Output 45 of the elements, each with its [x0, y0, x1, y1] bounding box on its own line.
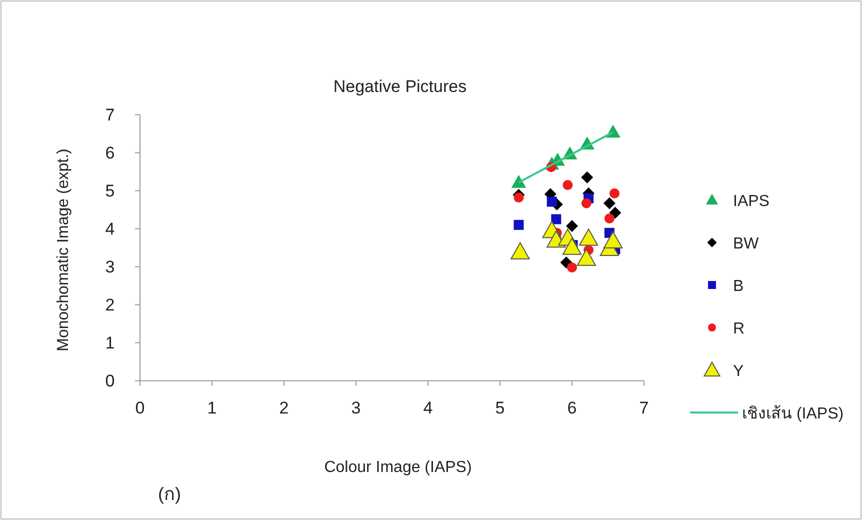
y-tick-label: 4: [105, 220, 115, 239]
point: [566, 220, 578, 232]
y-tick-label: 1: [105, 334, 115, 353]
x-tick-label: 6: [567, 398, 577, 418]
point: [562, 180, 573, 190]
point: [581, 198, 592, 208]
text: (ก): [158, 484, 181, 504]
x-tick-label: 7: [639, 398, 649, 418]
y-axis-title: Monochomatic Image (expt.): [55, 148, 72, 352]
y-tick-label: 6: [105, 144, 115, 163]
y-tick-label: 3: [105, 258, 115, 277]
point: [567, 262, 577, 272]
point: [604, 213, 614, 224]
point: [510, 242, 530, 260]
point: [609, 206, 622, 219]
chart-title: Negative Pictures: [333, 77, 467, 96]
point: [562, 238, 582, 255]
y-tick-label: 7: [105, 106, 115, 125]
point: [603, 197, 616, 210]
y-tick-label: 2: [105, 296, 115, 315]
point: [578, 228, 598, 246]
point: [514, 220, 524, 230]
x-tick-label: 0: [135, 398, 145, 418]
point: [609, 188, 620, 198]
x-tick-label: 4: [423, 398, 433, 418]
legend-label: B: [733, 278, 744, 295]
legend-label: เชิงเส้น (IAPS): [742, 404, 844, 422]
point: [581, 171, 594, 184]
y-tick-label: 5: [105, 182, 115, 201]
x-tick-label: 1: [207, 398, 217, 418]
legend-label: BW: [733, 236, 760, 252]
legend-label: Y: [733, 363, 744, 380]
point: [551, 214, 562, 224]
legend-label: IAPS: [733, 193, 770, 210]
point: [576, 248, 596, 266]
x-tick-label: 2: [279, 398, 289, 418]
point: [514, 192, 524, 203]
legend-label: R: [733, 320, 745, 338]
x-tick-label: 5: [495, 398, 505, 418]
point: [546, 196, 557, 207]
y-tick-label: 0: [105, 372, 115, 391]
x-axis-title: Colour Image (IAPS): [324, 459, 472, 476]
x-tick-label: 3: [351, 398, 361, 418]
point: [512, 175, 526, 188]
point: [603, 231, 623, 248]
